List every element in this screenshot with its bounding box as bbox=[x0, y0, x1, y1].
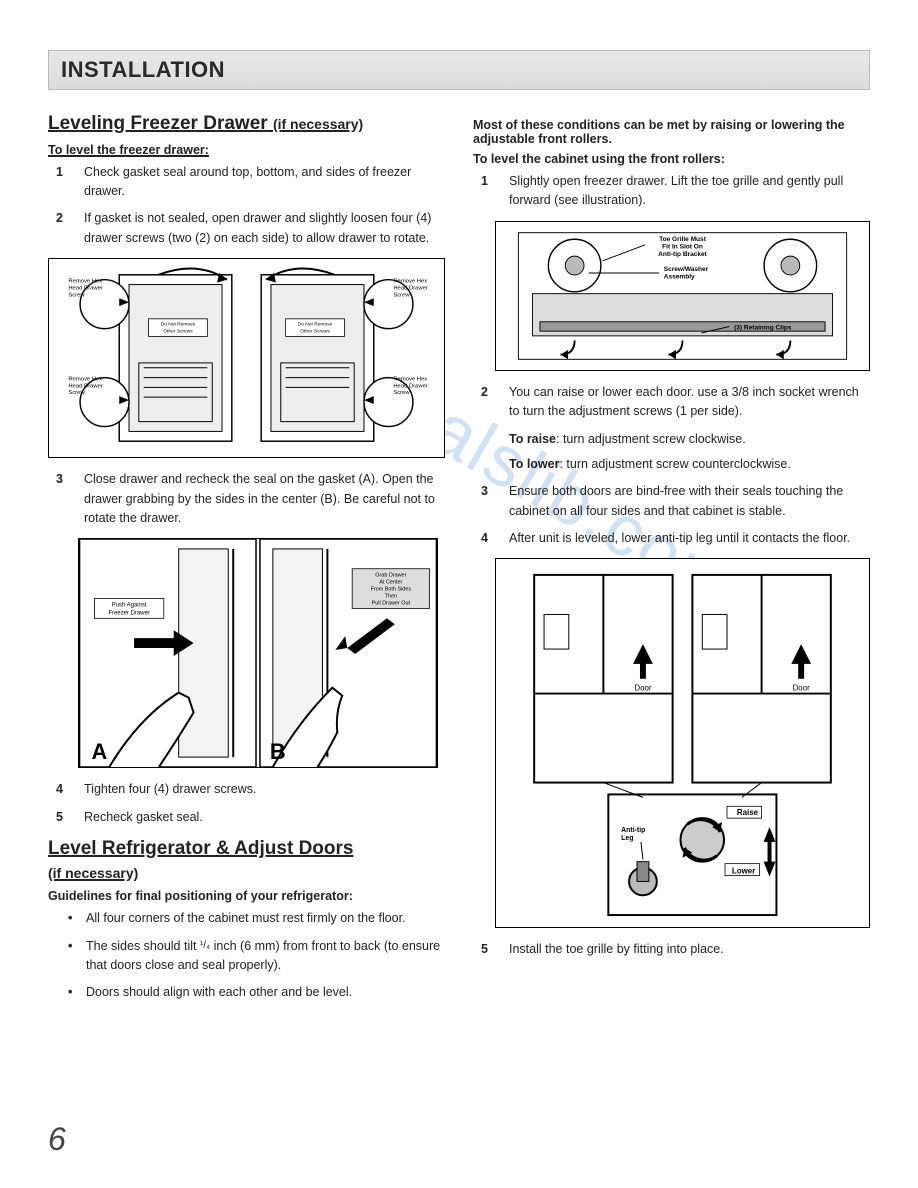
b2-pre: The sides should tilt bbox=[86, 939, 200, 953]
section-header: INSTALLATION bbox=[48, 50, 870, 90]
svg-text:Head Drawer: Head Drawer bbox=[68, 286, 103, 292]
b2-frac: ¹/₄ bbox=[200, 940, 210, 951]
figure-svg: Toe Grille Must Fit In Slot On Anti-tip … bbox=[502, 228, 863, 364]
svg-text:Head Drawer: Head Drawer bbox=[393, 384, 428, 390]
svg-text:From Both Sides: From Both Sides bbox=[371, 587, 412, 593]
svg-text:Leg: Leg bbox=[621, 835, 633, 842]
page-number: 6 bbox=[48, 1121, 64, 1158]
svg-text:Grab Drawer: Grab Drawer bbox=[375, 573, 406, 579]
steps-list-1c: 4Tighten four (4) drawer screws. 5Rechec… bbox=[48, 780, 445, 827]
svg-text:Door: Door bbox=[634, 684, 652, 693]
lead-text: Most of these conditions can be met by r… bbox=[473, 118, 870, 146]
step-text: If gasket is not sealed, open drawer and… bbox=[84, 211, 431, 244]
step-text: After unit is leveled, lower anti-tip le… bbox=[509, 531, 850, 545]
svg-text:Remove Hex: Remove Hex bbox=[68, 279, 102, 285]
two-column-layout: Leveling Freezer Drawer (if necessary) T… bbox=[48, 112, 870, 1013]
svg-text:A: A bbox=[91, 739, 107, 764]
svg-text:Door: Door bbox=[793, 684, 811, 693]
svg-text:Then: Then bbox=[385, 594, 397, 600]
heading-paren: (if necessary) bbox=[48, 865, 138, 881]
svg-text:Screw/Washer: Screw/Washer bbox=[664, 266, 709, 273]
figure-svg: Push Against Freezer Drawer A Grab Drawe… bbox=[79, 539, 437, 767]
svg-text:Anti-tip Bracket: Anti-tip Bracket bbox=[658, 251, 708, 258]
step-3: 3Close drawer and recheck the seal on th… bbox=[70, 470, 445, 528]
svg-text:Push Against: Push Against bbox=[112, 603, 147, 609]
step-5: 5Recheck gasket seal. bbox=[70, 808, 445, 827]
bullet-2: The sides should tilt ¹/₄ inch (6 mm) fr… bbox=[76, 937, 445, 976]
svg-text:At Center: At Center bbox=[379, 580, 402, 586]
step-4: 4Tighten four (4) drawer screws. bbox=[70, 780, 445, 799]
step-2: 2If gasket is not sealed, open drawer an… bbox=[70, 209, 445, 248]
svg-text:Lower: Lower bbox=[732, 867, 755, 876]
figure-drawer-ab: Push Against Freezer Drawer A Grab Drawe… bbox=[78, 538, 438, 768]
section-title: INSTALLATION bbox=[61, 57, 857, 83]
step-text: Slightly open freezer drawer. Lift the t… bbox=[509, 174, 843, 207]
step-r4: 4After unit is leveled, lower anti-tip l… bbox=[495, 529, 870, 548]
lower-text: : turn adjustment screw counterclockwise… bbox=[559, 457, 790, 471]
svg-text:Screw: Screw bbox=[393, 390, 410, 396]
step-text: Tighten four (4) drawer screws. bbox=[84, 782, 257, 796]
step-1: 1Check gasket seal around top, bottom, a… bbox=[70, 163, 445, 202]
step-text: Ensure both doors are bind-free with the… bbox=[509, 484, 843, 517]
figure-toe-grille: Toe Grille Must Fit In Slot On Anti-tip … bbox=[495, 221, 870, 371]
steps-list-1b: 3Close drawer and recheck the seal on th… bbox=[48, 470, 445, 528]
lower-label: To lower bbox=[509, 457, 559, 471]
svg-text:Screw: Screw bbox=[68, 390, 85, 396]
svg-text:Do Not Remove: Do Not Remove bbox=[298, 322, 333, 328]
figure-svg: Door Door Raise bbox=[502, 565, 863, 921]
svg-text:Freezer Drawer: Freezer Drawer bbox=[109, 611, 150, 617]
heading-level-refrig: Level Refrigerator & Adjust Doors bbox=[48, 837, 445, 862]
step-r1: 1Slightly open freezer drawer. Lift the … bbox=[495, 172, 870, 211]
heading-paren: (if necessary) bbox=[273, 116, 363, 132]
svg-text:Remove Hex: Remove Hex bbox=[68, 377, 102, 383]
svg-text:Screw: Screw bbox=[393, 293, 410, 299]
figure-drawer-screws: Do Not Remove Other Screws Remove HexHea… bbox=[48, 258, 445, 458]
figure-doors-leveling: Door Door Raise bbox=[495, 558, 870, 928]
svg-text:Head Drawer: Head Drawer bbox=[393, 286, 428, 292]
heading-leveling-drawer: Leveling Freezer Drawer (if necessary) bbox=[48, 112, 445, 137]
right-column: Most of these conditions can be met by r… bbox=[473, 112, 870, 1013]
raise-text: : turn adjustment screw clockwise. bbox=[556, 432, 746, 446]
svg-text:Assembly: Assembly bbox=[664, 273, 695, 280]
step-text: Recheck gasket seal. bbox=[84, 810, 203, 824]
bullet-3: Doors should align with each other and b… bbox=[76, 983, 445, 1002]
left-column: Leveling Freezer Drawer (if necessary) T… bbox=[48, 112, 445, 1013]
svg-text:Other Screws: Other Screws bbox=[300, 329, 330, 335]
svg-text:Toe Grille Must: Toe Grille Must bbox=[659, 236, 707, 243]
subhead-level-drawer: To level the freezer drawer: bbox=[48, 143, 445, 157]
svg-text:Pull Drawer Out: Pull Drawer Out bbox=[372, 601, 411, 607]
svg-text:Remove Hex: Remove Hex bbox=[393, 377, 427, 383]
subhead-level-cabinet: To level the cabinet using the front rol… bbox=[473, 152, 870, 166]
step-r3: 3Ensure both doors are bind-free with th… bbox=[495, 482, 870, 521]
page-container: INSTALLATION Leveling Freezer Drawer (if… bbox=[0, 0, 918, 1013]
step-r5: 5Install the toe grille by fitting into … bbox=[495, 940, 870, 959]
svg-text:(3) Retaining Clips: (3) Retaining Clips bbox=[734, 324, 792, 331]
svg-text:Raise: Raise bbox=[737, 809, 759, 818]
steps-list-1: 1Check gasket seal around top, bottom, a… bbox=[48, 163, 445, 249]
step-text: Close drawer and recheck the seal on the… bbox=[84, 472, 435, 525]
heading-main: Leveling Freezer Drawer bbox=[48, 113, 268, 134]
step-text: You can raise or lower each door. use a … bbox=[509, 385, 859, 418]
step-text: Check gasket seal around top, bottom, an… bbox=[84, 165, 411, 198]
svg-text:Other Screws: Other Screws bbox=[163, 329, 193, 335]
heading-main: Level Refrigerator & Adjust Doors bbox=[48, 838, 353, 859]
subhead-guidelines: Guidelines for final positioning of your… bbox=[48, 889, 445, 903]
svg-text:Anti-tip: Anti-tip bbox=[621, 827, 645, 834]
steps-list-right-3: 5Install the toe grille by fitting into … bbox=[473, 940, 870, 959]
svg-text:Head Drawer: Head Drawer bbox=[68, 384, 103, 390]
step-r2: 2 You can raise or lower each door. use … bbox=[495, 383, 870, 475]
svg-text:B: B bbox=[270, 739, 286, 764]
svg-text:Do Not Remove: Do Not Remove bbox=[161, 322, 196, 328]
raise-label: To raise bbox=[509, 432, 556, 446]
step-text: Install the toe grille by fitting into p… bbox=[509, 942, 724, 956]
figure-svg: Do Not Remove Other Screws Remove HexHea… bbox=[55, 265, 438, 451]
bullets-guidelines: All four corners of the cabinet must res… bbox=[48, 909, 445, 1003]
svg-text:Screw: Screw bbox=[68, 293, 85, 299]
heading-level-refrig-paren: (if necessary) bbox=[48, 864, 445, 884]
steps-list-right: 1Slightly open freezer drawer. Lift the … bbox=[473, 172, 870, 211]
steps-list-right-2: 2 You can raise or lower each door. use … bbox=[473, 383, 870, 549]
svg-text:Fit In Slot On: Fit In Slot On bbox=[662, 243, 703, 250]
bullet-1: All four corners of the cabinet must res… bbox=[76, 909, 445, 928]
svg-text:Remove Hex: Remove Hex bbox=[393, 279, 427, 285]
